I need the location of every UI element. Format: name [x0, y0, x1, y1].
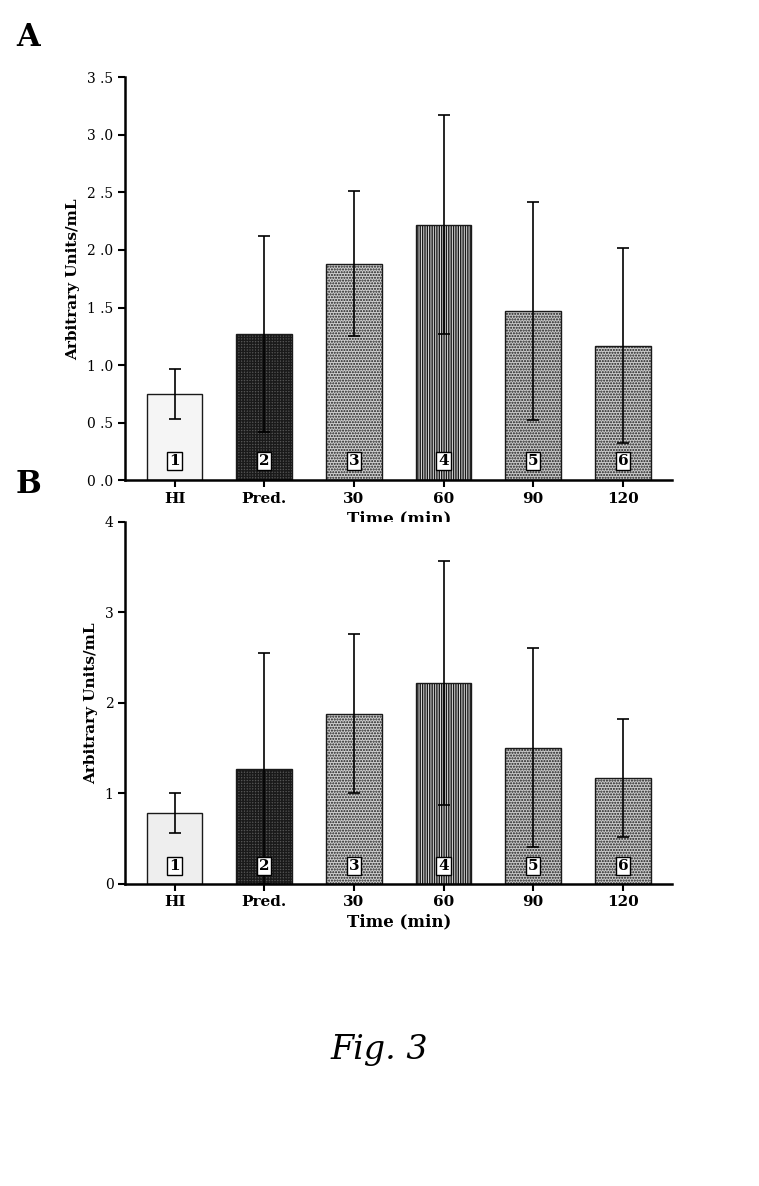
Text: 1: 1 [169, 454, 180, 468]
Bar [505, 311, 561, 480]
Bar [326, 714, 382, 884]
Text: 2: 2 [259, 859, 269, 873]
Text: A: A [16, 21, 39, 53]
Text: B: B [16, 470, 42, 500]
Text: 2: 2 [259, 454, 269, 468]
Text: 6: 6 [617, 859, 628, 873]
Bar [146, 394, 203, 480]
Text: 5: 5 [528, 859, 538, 873]
Bar [505, 748, 561, 884]
Text: 3: 3 [348, 454, 359, 468]
Y-axis label: Arbitrary Units/mL: Arbitrary Units/mL [83, 621, 98, 784]
Text: Fig. 3: Fig. 3 [331, 1034, 428, 1065]
X-axis label: Time (min): Time (min) [346, 510, 451, 528]
Y-axis label: Arbitrary Units/mL: Arbitrary Units/mL [66, 198, 80, 359]
Bar [236, 334, 292, 480]
Text: 1: 1 [169, 859, 180, 873]
Text: 5: 5 [528, 454, 538, 468]
Bar [594, 778, 650, 884]
Bar [146, 814, 203, 884]
X-axis label: Time (min): Time (min) [346, 913, 451, 931]
Bar [236, 769, 292, 884]
Text: 4: 4 [438, 454, 449, 468]
Bar [326, 263, 382, 480]
Text: 6: 6 [617, 454, 628, 468]
Text: 3: 3 [348, 859, 359, 873]
Bar [415, 683, 471, 884]
Bar [594, 345, 650, 480]
Bar [415, 224, 471, 480]
Text: 4: 4 [438, 859, 449, 873]
